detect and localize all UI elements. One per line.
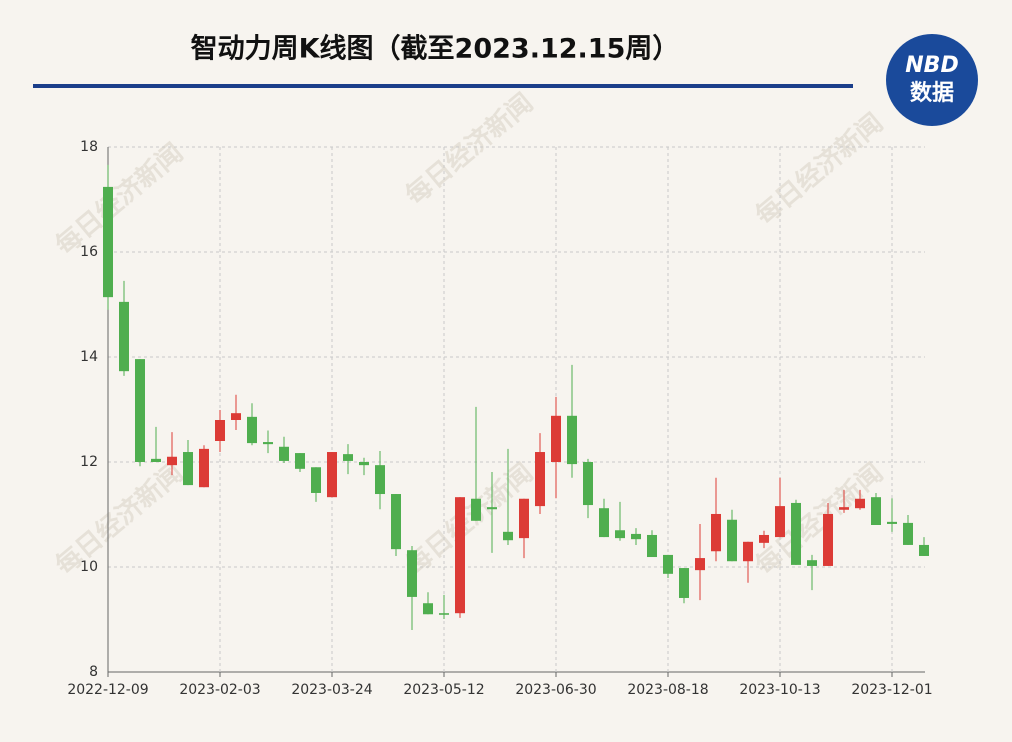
candle-body <box>551 415 561 462</box>
candle-body <box>199 448 209 488</box>
candle-body <box>743 541 753 562</box>
candle-body <box>679 568 689 598</box>
candle-body <box>135 359 145 462</box>
candle-body <box>119 301 129 372</box>
candle-body <box>631 533 641 540</box>
candle-body <box>167 456 177 466</box>
candle-body <box>359 462 369 466</box>
candle-body <box>887 521 897 524</box>
x-tick-label: 2022-12-09 <box>67 682 148 698</box>
x-tick-label: 2023-12-01 <box>851 682 932 698</box>
candle-body <box>695 558 705 571</box>
candle-body <box>759 534 769 543</box>
candle-body <box>583 462 593 506</box>
candle-body <box>919 544 929 556</box>
y-tick-label: 8 <box>89 664 98 680</box>
candle-body <box>311 467 321 493</box>
y-tick-label: 18 <box>80 139 98 155</box>
x-tick-label: 2023-06-30 <box>515 682 596 698</box>
x-tick-label: 2023-08-18 <box>627 682 708 698</box>
x-tick-label: 2023-03-24 <box>291 682 372 698</box>
candle-body <box>775 506 785 538</box>
y-tick-label: 12 <box>80 454 98 470</box>
chart-title: 智动力周K线图（截至2023.12.15周） <box>191 34 680 65</box>
candle-body <box>151 458 161 462</box>
logo <box>886 34 978 126</box>
candle-body <box>503 531 513 541</box>
candle-body <box>375 465 385 495</box>
candle-body <box>871 497 881 525</box>
logo-text: NBD <box>905 53 958 78</box>
candle-body <box>407 550 417 597</box>
candle-body <box>567 415 577 465</box>
candle-body <box>263 442 273 445</box>
candle-body <box>599 508 609 538</box>
candle-body <box>327 452 337 498</box>
candle-body <box>615 530 625 539</box>
candle-body <box>791 502 801 565</box>
candle-body <box>471 498 481 521</box>
candle-body <box>279 446 289 461</box>
x-tick-label: 2023-05-12 <box>403 682 484 698</box>
candle-body <box>855 498 865 509</box>
candle-body <box>183 452 193 486</box>
candle-body <box>231 413 241 420</box>
candle-body <box>839 507 849 510</box>
candle-body <box>711 513 721 552</box>
candle-body <box>903 522 913 545</box>
candle-body <box>439 613 449 615</box>
candle-body <box>727 519 737 562</box>
candle-body <box>535 452 545 507</box>
x-tick-label: 2023-10-13 <box>739 682 820 698</box>
candle-body <box>807 560 817 566</box>
logo-text: 数据 <box>910 80 954 106</box>
candle-body <box>823 513 833 566</box>
candle-body <box>343 454 353 461</box>
candle-body <box>103 186 113 298</box>
y-tick-label: 10 <box>80 559 98 575</box>
x-tick-label: 2023-02-03 <box>179 682 260 698</box>
candle-body <box>455 497 465 614</box>
y-tick-label: 16 <box>80 244 98 260</box>
candle-body <box>247 416 257 444</box>
candle-body <box>663 554 673 574</box>
candle-body <box>295 453 305 469</box>
candle-body <box>215 420 225 441</box>
candle-body <box>391 494 401 550</box>
y-tick-label: 14 <box>80 349 98 365</box>
candle-body <box>647 534 657 558</box>
candle-body <box>519 498 529 539</box>
candle-body <box>423 603 433 615</box>
candle-body <box>487 507 497 510</box>
